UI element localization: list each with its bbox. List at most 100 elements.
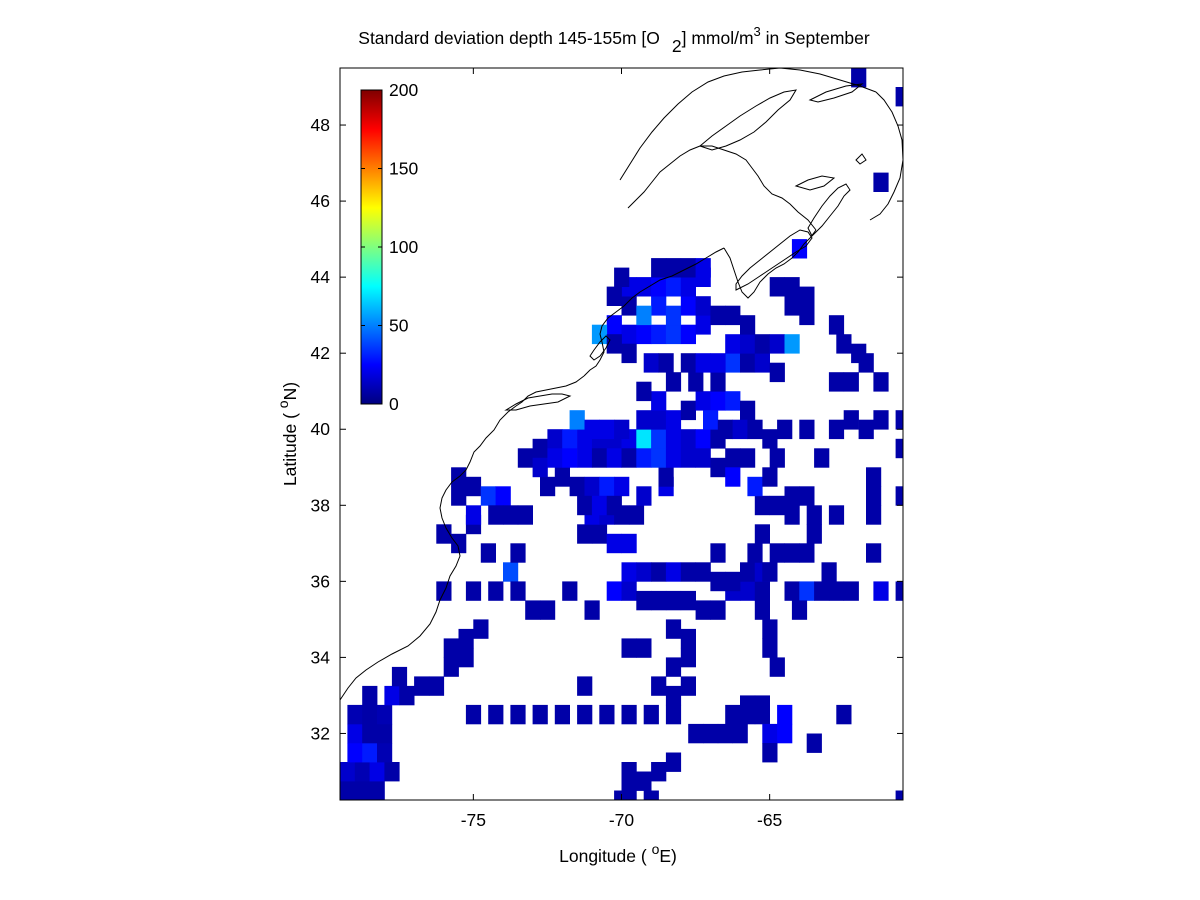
data-cell	[547, 429, 563, 449]
data-cell	[710, 372, 726, 392]
data-cell	[717, 419, 733, 440]
data-cell	[362, 743, 378, 763]
data-cell	[814, 581, 830, 601]
data-cell	[688, 723, 704, 744]
data-cell	[725, 334, 741, 354]
data-cell	[784, 334, 800, 354]
data-cell	[621, 343, 637, 364]
data-cell	[680, 296, 696, 316]
data-cell	[488, 581, 504, 601]
data-cell	[384, 762, 400, 782]
data-cell	[599, 419, 615, 440]
data-cell	[354, 781, 370, 800]
data-cell	[695, 353, 711, 373]
data-cell	[480, 486, 496, 506]
data-cell	[747, 476, 763, 497]
data-cell	[680, 562, 696, 582]
data-cell	[732, 419, 748, 440]
data-cell	[465, 704, 482, 725]
data-cell	[340, 762, 356, 782]
data-cell	[688, 372, 704, 392]
data-cell	[621, 638, 637, 658]
data-cell	[517, 448, 533, 468]
data-cell	[695, 391, 711, 411]
data-cell	[636, 429, 652, 449]
data-cell	[725, 391, 741, 411]
data-cell	[777, 704, 793, 725]
data-cell	[614, 419, 630, 440]
data-cell	[591, 324, 608, 345]
data-cell	[606, 581, 622, 601]
data-cell	[465, 476, 482, 497]
y-tick-label: 42	[311, 343, 330, 363]
data-cell	[665, 590, 682, 611]
data-cell	[473, 619, 489, 639]
data-cell	[665, 448, 682, 468]
st-lawrence-south-shore	[627, 145, 701, 209]
data-cell	[414, 676, 430, 696]
data-cell	[569, 410, 585, 430]
data-cell	[791, 600, 808, 620]
data-cell	[510, 704, 526, 725]
data-cell	[591, 448, 608, 468]
colorbar-tick-label: 100	[389, 237, 418, 257]
data-cell	[584, 419, 600, 440]
data-cell	[465, 505, 482, 525]
data-cell	[806, 524, 822, 544]
data-cell	[665, 410, 682, 430]
data-cell	[621, 533, 637, 554]
data-cell	[621, 324, 637, 345]
data-cell	[695, 258, 711, 278]
data-cell	[710, 391, 726, 411]
data-cell	[532, 438, 548, 459]
data-cell	[606, 286, 622, 306]
data-cell	[695, 600, 711, 620]
new-england-coast	[583, 247, 725, 377]
data-cell	[680, 628, 696, 649]
data-cell	[725, 571, 741, 592]
data-cell	[614, 476, 630, 497]
data-cell	[451, 486, 467, 506]
data-cell	[599, 704, 615, 725]
gulf-of-st-lawrence-coast	[700, 145, 817, 231]
data-cell	[754, 695, 770, 715]
x-tick-label: -65	[757, 810, 782, 830]
y-tick-label: 32	[311, 723, 330, 743]
data-cell	[680, 590, 696, 611]
data-cell	[784, 296, 800, 316]
data-cell	[606, 315, 622, 335]
data-cell	[695, 296, 711, 316]
data-cell	[784, 486, 800, 506]
data-cell	[591, 495, 608, 516]
data-cell	[651, 324, 667, 345]
data-cell	[799, 305, 815, 326]
data-cell	[895, 581, 903, 601]
data-cell	[762, 562, 778, 582]
data-cell	[651, 676, 667, 696]
data-cell	[480, 543, 496, 563]
data-cell	[621, 781, 637, 800]
data-cell	[866, 505, 882, 525]
data-cell	[740, 400, 756, 421]
magdalen-islands	[855, 153, 867, 165]
data-cell	[665, 685, 682, 706]
data-cell	[540, 600, 556, 620]
data-cell	[740, 562, 756, 582]
data-cell	[695, 448, 711, 468]
y-tick-label: 48	[311, 115, 330, 135]
data-cell	[665, 704, 682, 725]
data-cell	[599, 476, 615, 497]
data-cell	[636, 324, 652, 345]
data-cell	[873, 372, 889, 392]
data-cell	[636, 486, 652, 506]
data-cell	[895, 410, 903, 430]
data-cell	[391, 666, 408, 687]
data-cell	[725, 448, 741, 468]
data-cell	[614, 267, 630, 287]
data-cell	[799, 486, 815, 506]
data-cell	[769, 657, 785, 677]
data-cell	[636, 305, 652, 326]
data-cell	[710, 600, 726, 620]
data-cell	[362, 704, 378, 725]
data-cell	[695, 562, 711, 582]
